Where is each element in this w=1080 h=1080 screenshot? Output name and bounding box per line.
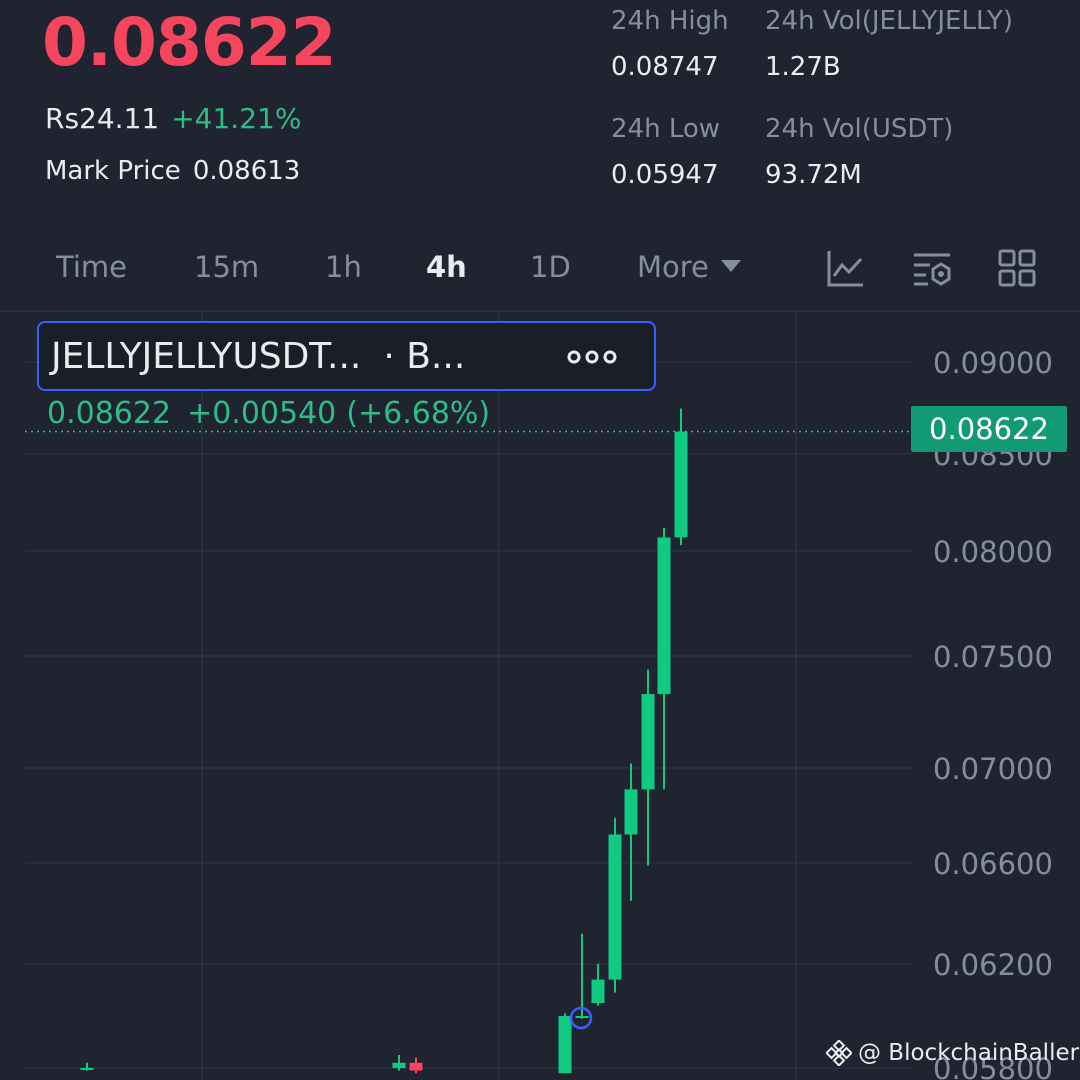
candle <box>608 817 622 993</box>
candle <box>558 1013 572 1074</box>
candles <box>80 408 688 1074</box>
candle <box>575 933 589 1019</box>
candle <box>409 1057 423 1074</box>
mark-price-label: Mark Price <box>45 156 181 186</box>
tab-4h[interactable]: 4h <box>426 250 467 284</box>
tab-15m[interactable]: 15m <box>194 250 260 284</box>
candle-body <box>558 1016 572 1074</box>
stat-24h-low: 24h Low 0.05947 <box>611 114 720 190</box>
candle-body <box>409 1062 423 1071</box>
tab-more-label: More <box>637 250 709 284</box>
candle-body <box>657 537 671 695</box>
stat-value: 93.72M <box>765 160 862 190</box>
candle-body <box>591 979 605 1003</box>
stat-label: 24h Vol(USDT) <box>765 114 954 144</box>
header-divider <box>0 310 1080 312</box>
candle-body <box>392 1062 406 1068</box>
tab-more[interactable]: More <box>637 250 741 284</box>
chevron-down-icon <box>720 260 741 272</box>
crosshair-marker <box>569 1006 593 1030</box>
watermark: @ BlockchainBaller <box>826 1040 1079 1066</box>
binance-logo-icon <box>826 1040 852 1066</box>
candle-body <box>575 1016 589 1018</box>
last-price-tag: 0.08622 <box>911 406 1067 452</box>
legend-change-pct: (+6.68%) <box>346 396 491 431</box>
stat-24h-high: 24h High 0.08747 <box>611 6 729 82</box>
tab-1d[interactable]: 1D <box>530 250 571 284</box>
candle <box>674 408 688 546</box>
candle-body <box>674 431 688 538</box>
legend-symbol: JELLYJELLYUSDT... <box>51 335 362 377</box>
candle <box>591 964 605 1006</box>
more-options-icon[interactable] <box>564 345 620 369</box>
candle-body <box>608 834 622 980</box>
stat-24h-vol-quote: 24h Vol(USDT) 93.72M <box>765 114 953 190</box>
candle-body <box>624 789 638 835</box>
candle <box>657 527 671 790</box>
price-axis-label: 0.07500 <box>933 640 1053 674</box>
fiat-price: Rs24.11 <box>45 102 160 135</box>
tab-time[interactable]: Time <box>56 250 127 284</box>
legend-values: 0.08622 +0.00540 (+6.68%) <box>47 396 490 431</box>
price-axis-label: 0.06600 <box>933 847 1053 881</box>
symbol-legend[interactable]: JELLYJELLYUSDT... · B... <box>37 321 656 391</box>
mark-price-value: 0.08613 <box>192 156 301 186</box>
price-axis-label: 0.06200 <box>933 948 1053 982</box>
candle <box>80 1062 94 1071</box>
price-axis-label: 0.07000 <box>933 752 1053 786</box>
candle <box>392 1055 406 1071</box>
legend-source: · B... <box>383 335 466 377</box>
candle-body <box>641 694 655 790</box>
mark-price-row: Mark Price 0.08613 <box>45 156 300 186</box>
watermark-text: @ BlockchainBaller <box>858 1040 1080 1066</box>
legend-last: 0.08622 <box>47 396 172 431</box>
settings-sliders-icon[interactable] <box>912 248 952 288</box>
candle-body <box>80 1068 94 1070</box>
fiat-price-row: Rs24.11 +41.21% <box>45 102 301 135</box>
stat-label: 24h Low <box>611 114 721 144</box>
last-price: 0.08622 <box>42 4 337 81</box>
price-axis: 0.090000.085000.080000.075000.070000.066… <box>933 346 1053 1080</box>
stat-label: 24h Vol(JELLYJELLY) <box>765 6 1014 36</box>
chart-grid <box>25 312 912 1080</box>
candle <box>641 669 655 866</box>
stat-value: 1.27B <box>765 52 841 82</box>
price-axis-label: 0.05800 <box>933 1052 1053 1080</box>
candlestick-chart[interactable]: 0.090000.085000.080000.075000.070000.066… <box>0 312 1080 1080</box>
chart-area[interactable]: 0.09000 0.08500 0.08000 0.07500 0.07000 0.066… <box>0 312 1080 1080</box>
interval-bar: Time 15m 1h 4h 1D More <box>0 238 1080 302</box>
candle <box>624 763 638 901</box>
price-axis-label: 0.08000 <box>933 535 1053 569</box>
legend-change: +0.00540 <box>187 396 337 431</box>
stat-24h-vol-base: 24h Vol(JELLYJELLY) 1.27B <box>765 6 1013 82</box>
tab-1h[interactable]: 1h <box>325 250 362 284</box>
stat-value: 0.08747 <box>611 52 719 82</box>
stat-label: 24h High <box>611 6 729 36</box>
percent-change: +41.21% <box>171 102 302 135</box>
grid-layout-icon[interactable] <box>997 248 1037 288</box>
stat-value: 0.05947 <box>611 160 719 190</box>
indicator-chart-icon[interactable] <box>826 248 866 288</box>
price-axis-label: 0.09000 <box>933 346 1053 380</box>
